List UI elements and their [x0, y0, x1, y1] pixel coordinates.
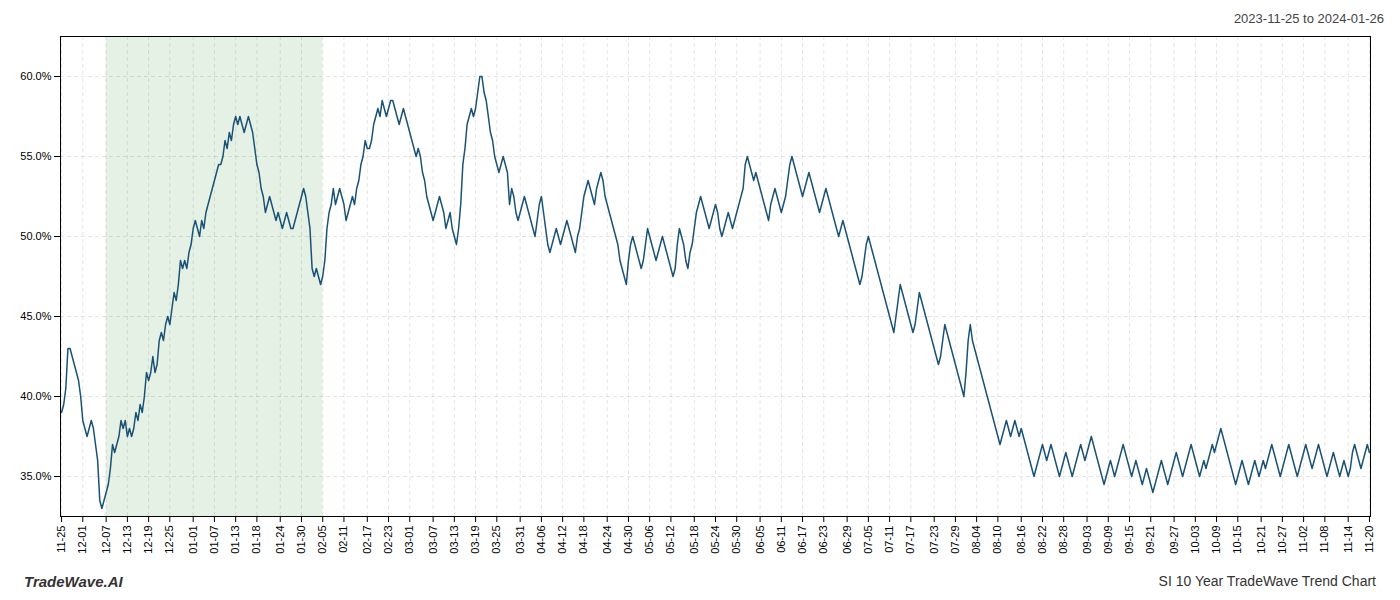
svg-text:03-19: 03-19 — [469, 526, 481, 554]
svg-text:06-23: 06-23 — [817, 526, 829, 554]
svg-text:05-12: 05-12 — [664, 526, 676, 554]
svg-text:04-12: 04-12 — [556, 526, 568, 554]
svg-text:05-18: 05-18 — [688, 526, 700, 554]
svg-text:02-11: 02-11 — [337, 526, 349, 553]
svg-text:05-30: 05-30 — [730, 526, 742, 554]
svg-text:08-28: 08-28 — [1057, 526, 1069, 554]
svg-text:08-10: 08-10 — [991, 526, 1003, 554]
svg-text:12-07: 12-07 — [100, 526, 112, 554]
svg-text:03-31: 03-31 — [514, 526, 526, 554]
svg-text:50.0%: 50.0% — [20, 230, 51, 242]
svg-text:01-07: 01-07 — [208, 526, 220, 554]
svg-text:10-27: 10-27 — [1276, 526, 1288, 554]
html-text:SI 10 Year TradeWave Trend Cha: SI 10 Year TradeWave Trend Chart — [1158, 573, 1376, 589]
svg-text:07-23: 07-23 — [928, 526, 940, 554]
svg-text:10-21: 10-21 — [1255, 526, 1267, 554]
svg-text:09-09: 09-09 — [1102, 526, 1114, 554]
svg-text:01-01: 01-01 — [187, 526, 199, 554]
svg-text:08-16: 08-16 — [1015, 526, 1027, 554]
svg-text:05-24: 05-24 — [709, 526, 721, 554]
svg-text:11-14: 11-14 — [1342, 526, 1354, 553]
svg-text:10-15: 10-15 — [1231, 526, 1243, 554]
svg-text:06-29: 06-29 — [841, 526, 853, 554]
svg-text:07-05: 07-05 — [862, 526, 874, 554]
svg-text:01-18: 01-18 — [250, 526, 262, 554]
svg-text:01-24: 01-24 — [274, 526, 286, 554]
svg-text:03-25: 03-25 — [490, 526, 502, 554]
svg-text:06-11: 06-11 — [775, 526, 787, 553]
svg-text:07-29: 07-29 — [949, 526, 961, 554]
svg-text:11-20: 11-20 — [1363, 526, 1375, 553]
svg-text:45.0%: 45.0% — [20, 310, 51, 322]
svg-text:11-08: 11-08 — [1318, 526, 1330, 553]
svg-text:35.0%: 35.0% — [20, 470, 51, 482]
svg-text:04-30: 04-30 — [622, 526, 634, 554]
svg-text:02-23: 02-23 — [382, 526, 394, 554]
svg-text:06-05: 06-05 — [754, 526, 766, 554]
svg-text:07-11: 07-11 — [883, 526, 895, 553]
svg-text:60.0%: 60.0% — [20, 70, 51, 82]
html-text:2023-11-25 to 2024-01-26: 2023-11-25 to 2024-01-26 — [1233, 11, 1384, 26]
svg-text:04-18: 04-18 — [577, 526, 589, 554]
svg-text:12-01: 12-01 — [76, 526, 88, 554]
svg-text:12-13: 12-13 — [121, 526, 133, 554]
html-text:TradeWave.AI: TradeWave.AI — [24, 572, 123, 590]
svg-text:02-05: 02-05 — [316, 526, 328, 554]
svg-text:40.0%: 40.0% — [20, 390, 51, 402]
svg-text:09-15: 09-15 — [1123, 526, 1135, 554]
svg-text:55.0%: 55.0% — [20, 150, 51, 162]
svg-text:11-25: 11-25 — [55, 526, 67, 553]
svg-text:03-13: 03-13 — [448, 526, 460, 554]
svg-text:09-03: 09-03 — [1081, 526, 1093, 554]
svg-text:01-13: 01-13 — [229, 526, 241, 554]
svg-text:09-27: 09-27 — [1168, 526, 1180, 554]
svg-text:10-09: 10-09 — [1210, 526, 1222, 554]
svg-text:09-21: 09-21 — [1144, 526, 1156, 554]
svg-text:02-17: 02-17 — [361, 526, 373, 554]
svg-text:03-01: 03-01 — [403, 526, 415, 554]
svg-text:12-25: 12-25 — [163, 526, 175, 554]
svg-text:04-24: 04-24 — [601, 526, 613, 554]
svg-text:11-02: 11-02 — [1297, 526, 1309, 553]
svg-text:12-19: 12-19 — [142, 526, 154, 554]
svg-text:07-17: 07-17 — [904, 526, 916, 554]
svg-text:06-17: 06-17 — [796, 526, 808, 554]
svg-text:03-07: 03-07 — [427, 526, 439, 554]
svg-text:05-06: 05-06 — [643, 526, 655, 554]
svg-text:10-03: 10-03 — [1189, 526, 1201, 554]
svg-text:08-04: 08-04 — [970, 526, 982, 554]
svg-text:04-06: 04-06 — [535, 526, 547, 554]
svg-text:08-22: 08-22 — [1036, 526, 1048, 554]
svg-text:01-30: 01-30 — [295, 526, 307, 554]
